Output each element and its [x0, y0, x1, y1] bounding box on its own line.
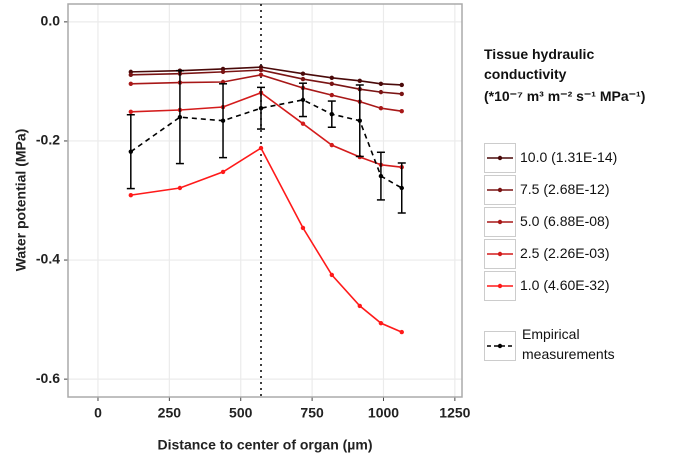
x-tick-label: 500 — [229, 405, 253, 421]
legend-subtitle: (*10⁻⁷ m³ m⁻² s⁻¹ MPa⁻¹) — [484, 88, 646, 104]
point — [399, 82, 404, 88]
point — [399, 329, 404, 335]
legend-key-point — [497, 343, 503, 349]
point — [177, 185, 183, 191]
x-tick-label: 0 — [94, 405, 102, 421]
point — [300, 97, 306, 103]
point — [357, 303, 362, 309]
point — [399, 91, 404, 97]
series-line — [130, 99, 403, 189]
legend-key-point — [497, 219, 503, 225]
y-tick-label: -0.4 — [36, 251, 60, 267]
point — [128, 72, 134, 78]
point — [300, 76, 306, 82]
point — [220, 69, 226, 75]
point — [128, 192, 134, 198]
x-tick-label: 1250 — [439, 405, 470, 421]
legend-key — [484, 143, 516, 173]
point — [300, 121, 306, 126]
point — [357, 78, 362, 84]
x-axis-label: Distance to center of organ (µm) — [158, 437, 373, 453]
point — [329, 111, 335, 117]
plot-background — [68, 4, 462, 397]
point — [378, 106, 384, 111]
legend-label: 10.0 (1.31E-14) — [520, 149, 618, 165]
point — [128, 149, 134, 154]
point — [329, 75, 335, 81]
point — [258, 72, 264, 78]
legend-title: Tissue hydraulic conductivity — [484, 46, 595, 82]
point — [258, 67, 264, 73]
legend-key-point — [497, 283, 503, 289]
legend-label: 7.5 (2.68E-12) — [520, 181, 610, 197]
legend-key — [484, 271, 516, 301]
point — [128, 109, 134, 114]
point — [378, 89, 384, 95]
legend-key-point — [497, 155, 503, 161]
point — [329, 272, 335, 278]
plot-border — [67, 3, 463, 398]
point — [258, 145, 264, 151]
legend-label: Empirical measurements — [522, 326, 615, 362]
point — [220, 169, 226, 175]
point — [329, 81, 335, 86]
legend-label: 2.5 (2.26E-03) — [520, 245, 610, 261]
point — [329, 142, 335, 148]
x-tick-label: 250 — [158, 405, 182, 421]
legend-key — [484, 331, 516, 361]
legend-key-point — [497, 187, 503, 193]
point — [357, 118, 362, 123]
point — [378, 81, 384, 86]
legend-key — [484, 207, 516, 237]
point — [378, 173, 384, 179]
legend-label: 1.0 (4.60E-32) — [520, 277, 610, 293]
legend-key-point — [497, 251, 503, 257]
legend-label: 5.0 (6.88E-08) — [520, 213, 610, 229]
point — [378, 320, 384, 326]
point — [329, 92, 335, 98]
point — [399, 108, 404, 114]
y-tick-label: -0.2 — [36, 132, 60, 148]
legend-key — [484, 175, 516, 205]
point — [399, 185, 404, 191]
point — [258, 106, 264, 111]
point — [300, 225, 306, 231]
x-tick-label: 1000 — [368, 405, 399, 421]
x-tick-label: 750 — [300, 405, 324, 421]
y-axis-label: Water potential (MPa) — [13, 129, 29, 272]
y-tick-label: 0.0 — [41, 13, 61, 29]
legend-key — [484, 239, 516, 269]
point — [128, 81, 134, 86]
y-tick-label: -0.6 — [36, 370, 60, 386]
point — [177, 114, 183, 120]
point — [220, 118, 226, 123]
point — [300, 71, 306, 76]
